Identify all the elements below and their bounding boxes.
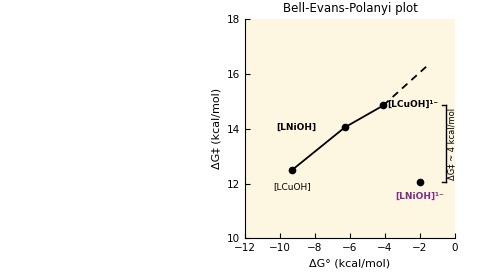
Text: [LNiOH]: [LNiOH] bbox=[276, 123, 317, 132]
Text: [LNiOH]¹⁻: [LNiOH]¹⁻ bbox=[396, 192, 444, 201]
Text: [LCuOH]: [LCuOH] bbox=[274, 182, 311, 191]
Text: ΔG‡ ~ 4 kcal/mol: ΔG‡ ~ 4 kcal/mol bbox=[447, 108, 456, 180]
Text: [LCuOH]¹⁻: [LCuOH]¹⁻ bbox=[387, 100, 438, 109]
X-axis label: ΔG° (kcal/mol): ΔG° (kcal/mol) bbox=[310, 259, 390, 269]
Title: Bell-Evans-Polanyi plot: Bell-Evans-Polanyi plot bbox=[282, 2, 418, 15]
Y-axis label: ΔG‡ (kcal/mol): ΔG‡ (kcal/mol) bbox=[212, 88, 222, 169]
